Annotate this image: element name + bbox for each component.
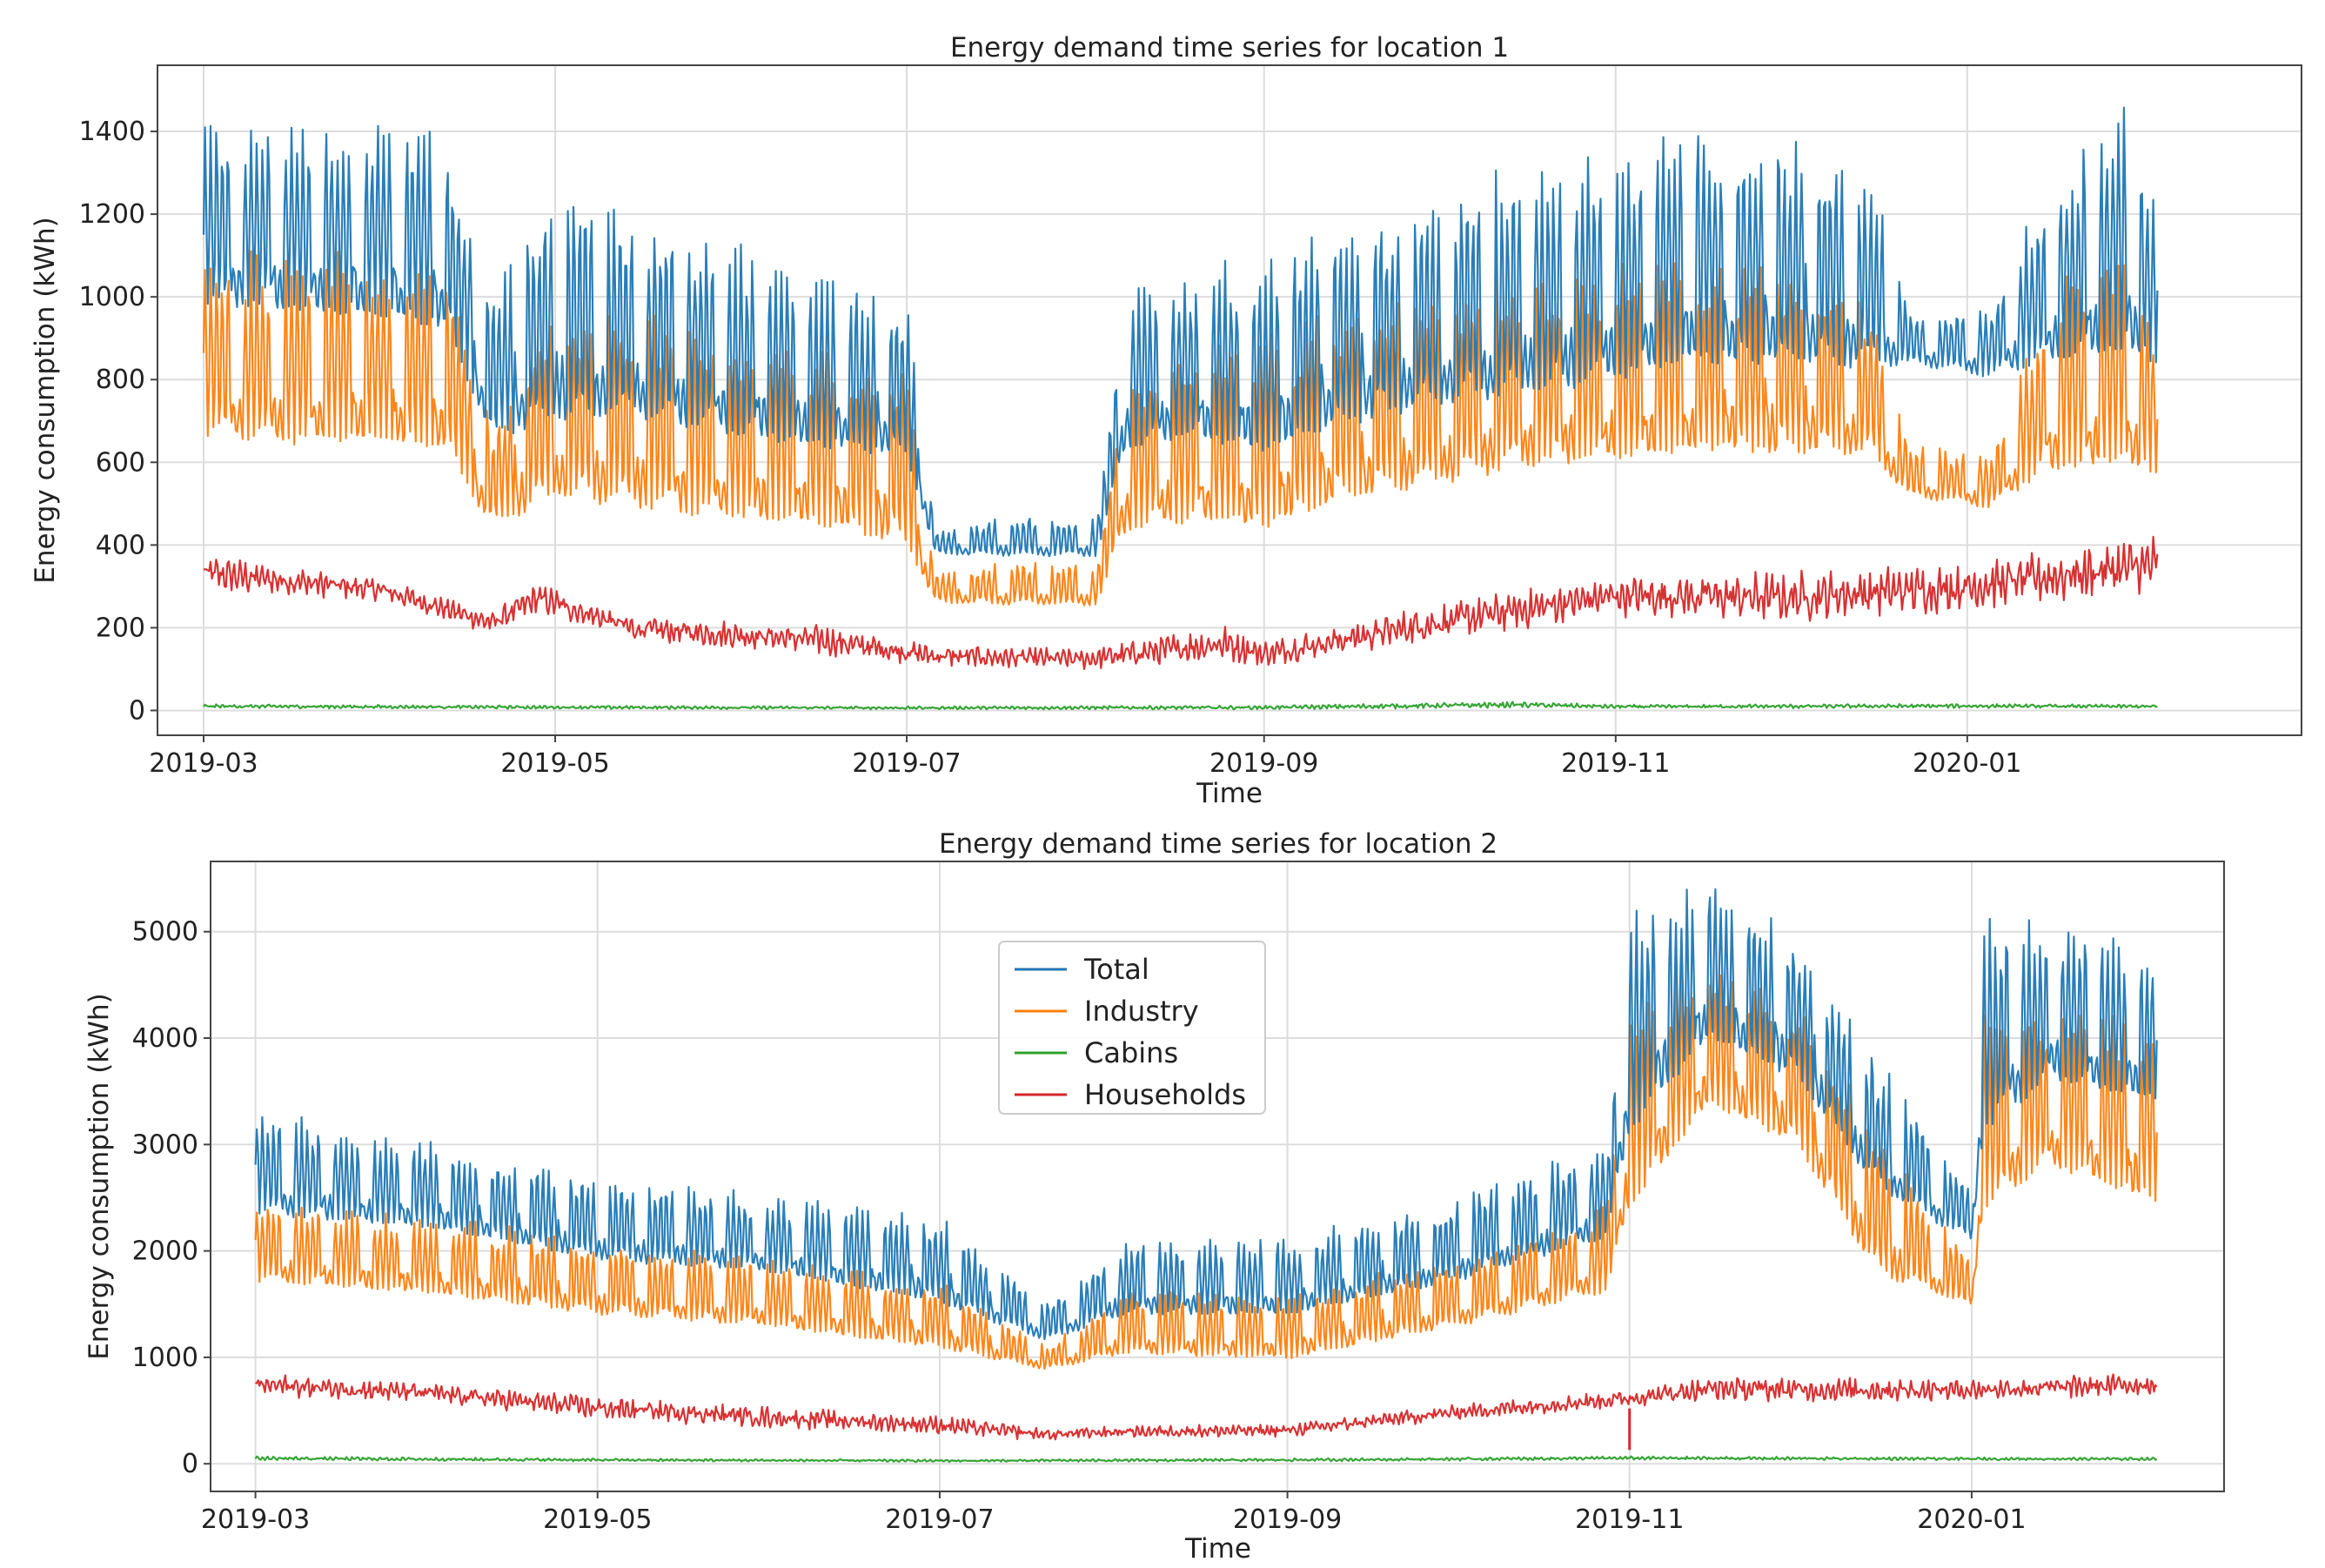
chart-title: Energy demand time series for location 2 [939,828,1498,860]
y-tick-label: 400 [96,530,145,560]
x-axis: 2019-03 2019-05 2019-07 2019-09 2019-11 2020-… [201,1491,2027,1535]
legend-label-industry: Industry [1084,995,1199,1028]
plot-area [202,106,2159,711]
x-tick-label: 2020-01 [1913,748,2021,779]
chart-location-1: 2019-03 2019-05 2019-07 2019-09 2019-11 2020-… [30,32,2302,809]
y-tick-label: 1000 [132,1343,198,1373]
chart-title: Energy demand time series for location 1 [950,32,1509,64]
y-axis-label: Energy consumption (kWh) [30,217,61,583]
y-axis: 0 1000 2000 3000 4000 5000 [132,917,211,1479]
series-line-cabins [203,700,2158,711]
y-tick-label: 1400 [79,117,145,147]
x-tick-label: 2019-05 [500,748,609,779]
series-line-cabins [254,1455,2158,1464]
x-tick-label: 2019-03 [149,748,258,779]
series-line-households [203,535,2159,671]
x-tick-label: 2019-11 [1575,1504,1684,1535]
legend-label-cabins: Cabins [1084,1036,1178,1069]
axes-frame [210,861,2225,1492]
series-line-industry [202,250,2159,606]
series-line-total [254,888,2158,1341]
y-tick-label: 800 [96,365,145,395]
x-tick-label: 2020-01 [1917,1504,2026,1535]
y-tick-label: 0 [129,695,145,726]
y-axis-label: Energy consumption (kWh) [84,993,115,1359]
x-tick-label: 2019-09 [1233,1504,1342,1535]
axes-frame [157,64,2302,736]
y-tick-label: 5000 [132,917,198,948]
legend-box [998,941,1266,1115]
y-tick-label: 0 [182,1449,198,1479]
y-tick-label: 200 [96,613,145,643]
x-tick-label: 2019-09 [1209,748,1318,779]
x-tick-label: 2019-07 [852,748,961,779]
x-axis-label: Time [1196,778,1263,809]
x-tick-label: 2019-05 [543,1504,652,1535]
legend: Total Industry Cabins Households [998,941,1266,1115]
chart-location-2: 2019-03 2019-05 2019-07 2019-09 2019-11 2020-… [84,828,2225,1565]
y-tick-label: 3000 [132,1129,198,1160]
plot-area [254,888,2158,1464]
x-tick-label: 2019-11 [1561,748,1670,779]
y-tick-label: 600 [96,447,145,478]
series-line-total [202,106,2159,558]
x-tick-label: 2019-07 [885,1504,994,1535]
y-tick-label: 4000 [132,1023,198,1054]
series-line-industry [254,972,2158,1370]
legend-label-total: Total [1083,953,1149,986]
x-axis: 2019-03 2019-05 2019-07 2019-09 2019-11 2020-… [149,735,2022,779]
legend-label-households: Households [1084,1078,1246,1111]
y-tick-label: 2000 [132,1236,198,1267]
series-line-households [255,1373,2158,1441]
y-tick-label: 1000 [79,282,145,312]
y-tick-label: 1200 [79,199,145,230]
x-axis-label: Time [1184,1533,1251,1565]
y-axis: 0 200 400 600 800 1000 1200 1400 [79,117,157,726]
x-tick-label: 2019-03 [201,1504,310,1535]
